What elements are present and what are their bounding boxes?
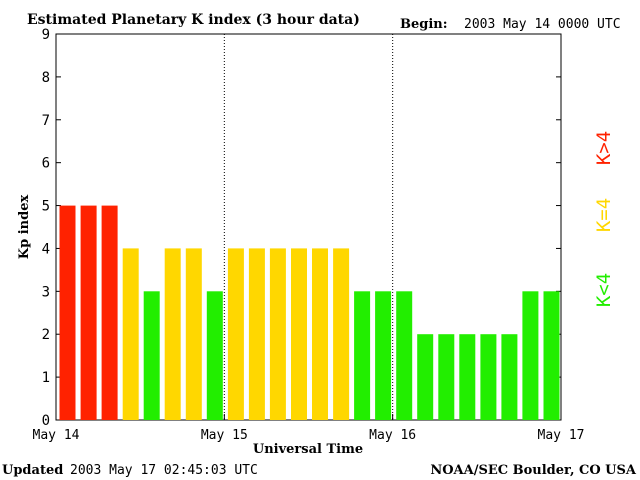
y-tick-label: 7	[42, 113, 50, 129]
y-axis-label: Kp index	[17, 195, 32, 260]
bar	[417, 334, 434, 420]
begin-label: Begin:	[400, 17, 448, 32]
plot-area	[55, 33, 562, 421]
x-tick-label: May 16	[369, 428, 416, 443]
y-tick-label: 8	[42, 70, 50, 86]
bar	[164, 248, 181, 420]
bar	[522, 291, 539, 420]
bar	[543, 291, 560, 420]
legend-above4: K>4	[593, 131, 615, 165]
bar	[375, 291, 392, 420]
x-axis-label: Universal Time	[253, 442, 363, 457]
bar	[206, 291, 223, 420]
bar	[459, 334, 476, 420]
bar	[59, 205, 76, 420]
bar	[354, 291, 371, 420]
legend-below4: K<4	[593, 273, 615, 307]
chart-title: Estimated Planetary K index (3 hour data…	[27, 12, 360, 28]
y-tick-label: 4	[42, 241, 50, 257]
bar	[501, 334, 518, 420]
bar	[80, 205, 97, 420]
x-tick-label: May 14	[33, 428, 80, 443]
bar	[143, 291, 160, 420]
y-tick-label: 3	[42, 284, 50, 300]
begin-value: 2003 May 14 0000 UTC	[464, 17, 621, 32]
y-tick-label: 0	[42, 413, 50, 429]
updated-value: 2003 May 17 02:45:03 UTC	[70, 463, 258, 478]
bar	[248, 248, 265, 420]
x-tick-label: May 15	[201, 428, 248, 443]
day-dividers	[223, 34, 394, 420]
y-tick-label: 5	[42, 199, 50, 215]
bar	[269, 248, 286, 420]
y-tick-label: 2	[42, 327, 50, 343]
bar	[291, 248, 307, 420]
bar	[312, 248, 328, 420]
bar	[396, 291, 413, 420]
bar	[101, 205, 118, 420]
bar	[480, 334, 497, 420]
source-credit: NOAA/SEC Boulder, CO USA	[430, 463, 637, 478]
y-tick-label: 9	[42, 27, 50, 43]
bar-series	[59, 205, 560, 420]
updated-label: Updated	[2, 463, 63, 478]
legend-equal4: K=4	[593, 198, 615, 232]
y-tick-label: 6	[42, 156, 50, 172]
x-axis: May 14 May 15 May 16 May 17	[33, 414, 585, 443]
bar	[333, 248, 350, 420]
bar	[185, 248, 202, 420]
bar	[438, 334, 455, 420]
bar	[227, 248, 244, 420]
bar	[122, 248, 139, 420]
x-tick-label: May 17	[538, 428, 585, 443]
y-tick-label: 1	[42, 370, 50, 386]
